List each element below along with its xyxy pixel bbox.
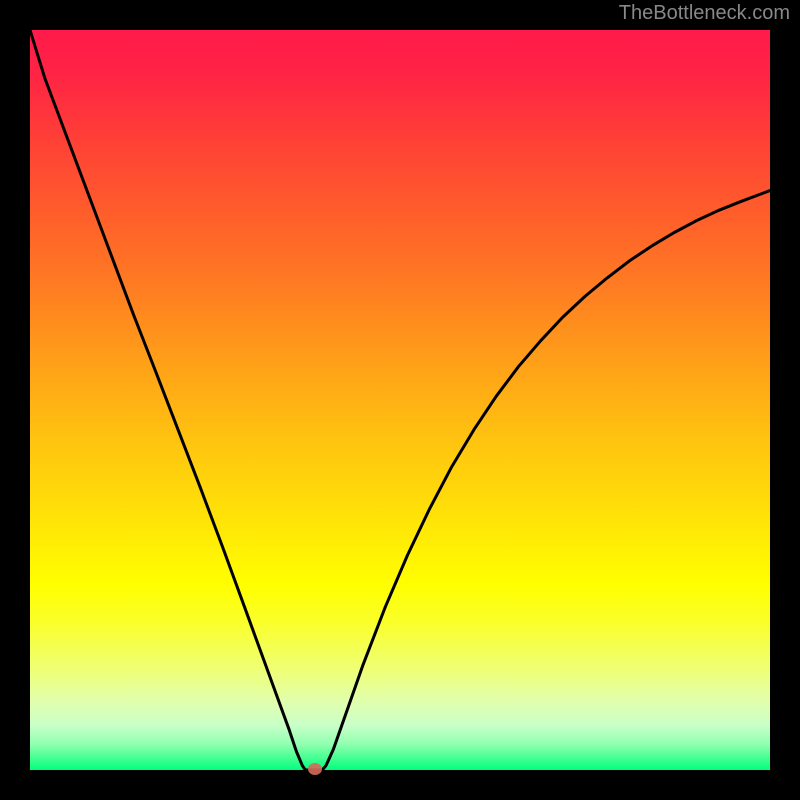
watermark-text: TheBottleneck.com	[619, 2, 790, 25]
plot-area	[30, 30, 770, 770]
optimal-point-marker	[308, 763, 322, 775]
bottleneck-curve	[30, 30, 770, 770]
chart-container: TheBottleneck.com	[0, 0, 800, 800]
